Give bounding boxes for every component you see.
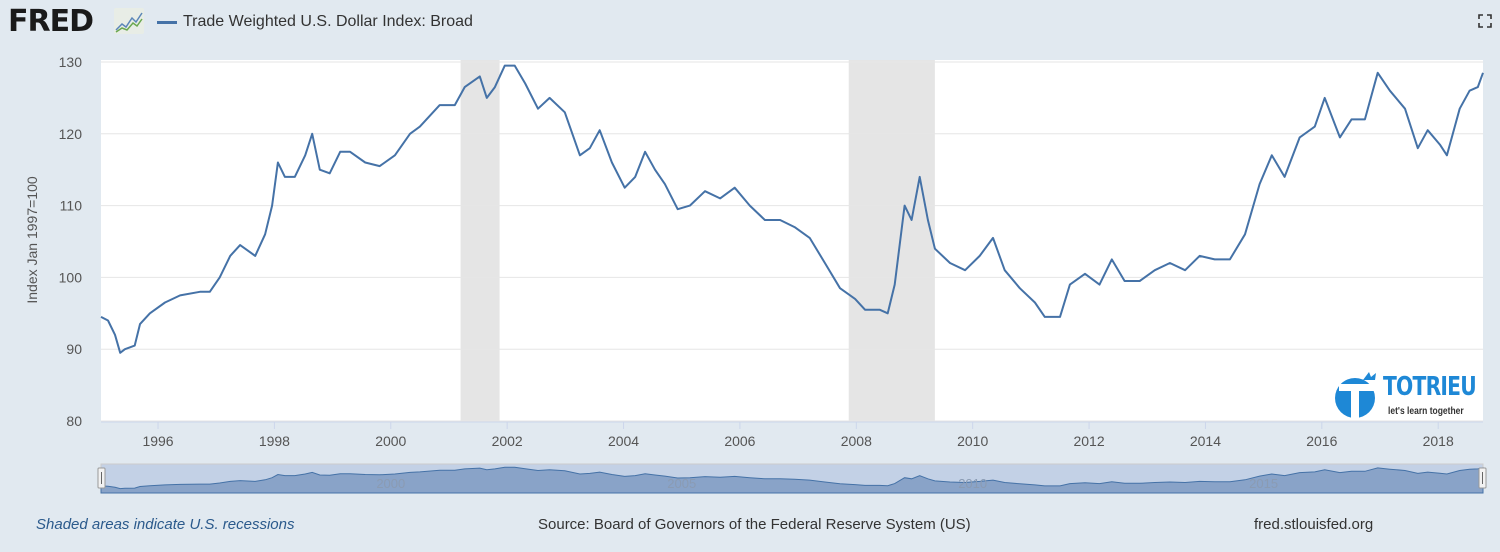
recession-band (848, 60, 935, 421)
y-tick-label: 130 (59, 54, 83, 70)
navigator-series (100, 466, 1484, 494)
recession-note: Shaded areas indicate U.S. recessions (36, 516, 295, 533)
plot-area (101, 60, 1483, 422)
x-tick-label: 1996 (142, 433, 173, 449)
x-tick-label: 2002 (492, 433, 523, 449)
x-tick-label: 2016 (1306, 433, 1337, 449)
recession-band (460, 60, 500, 421)
x-tick-label: 2008 (841, 433, 872, 449)
watermark-logo: TOTRIEU let's learn together (1333, 370, 1483, 420)
fred-logo[interactable]: FRED (8, 4, 94, 39)
source-text: Source: Board of Governors of the Federa… (538, 516, 971, 533)
legend-line-swatch (157, 21, 177, 24)
x-tick-label: 2014 (1190, 433, 1221, 449)
navigator-label: 2005 (667, 476, 696, 491)
navigator-label: 2015 (1249, 476, 1278, 491)
y-axis-title: Index Jan 1997=100 (24, 176, 40, 303)
navigator-label: 2000 (376, 476, 405, 491)
site-link[interactable]: fred.stlouisfed.org (1254, 516, 1374, 533)
x-tick-label: 2004 (608, 433, 639, 449)
logo-chart-icon (114, 8, 144, 34)
y-tick-label: 120 (59, 126, 83, 142)
watermark-name: TOTRIEU (1383, 372, 1477, 402)
watermark-t-icon (1335, 372, 1376, 418)
series-line (100, 64, 1484, 354)
y-tick-label: 80 (66, 413, 82, 429)
x-tick-label: 2010 (957, 433, 988, 449)
series-title[interactable]: Trade Weighted U.S. Dollar Index: Broad (183, 13, 473, 30)
y-tick-label: 100 (59, 269, 83, 285)
x-tick-label: 2018 (1423, 433, 1454, 449)
watermark-tagline: let's learn together (1388, 406, 1464, 417)
y-tick-label: 110 (60, 198, 83, 214)
x-tick-label: 1998 (259, 433, 290, 449)
expand-icon[interactable] (1478, 14, 1492, 28)
x-tick-label: 2012 (1073, 433, 1104, 449)
x-tick-label: 2006 (724, 433, 755, 449)
y-tick-label: 90 (66, 341, 82, 357)
navigator-label: 2010 (958, 476, 987, 491)
x-tick-label: 2000 (375, 433, 406, 449)
